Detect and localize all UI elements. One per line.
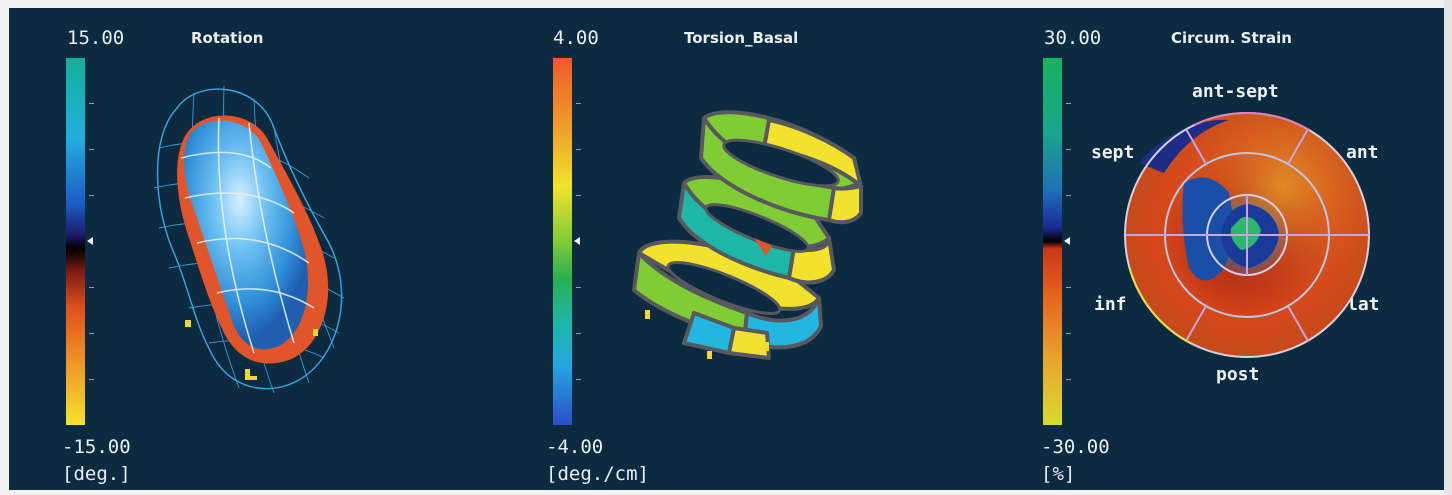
torsion-color-scale (553, 58, 572, 425)
torsion-title: Torsion_Basal (684, 29, 799, 47)
strain-scale-max: 30.00 (1044, 27, 1102, 49)
segment-label-ant-sept: ant-sept (1192, 81, 1279, 102)
segment-label-sept: sept (1091, 142, 1135, 163)
strain-color-scale (1043, 58, 1062, 425)
torsion-zero-marker (574, 237, 580, 245)
right-margin (1444, 0, 1452, 495)
strain-scale-min: -30.00 (1041, 436, 1110, 458)
segment-label-ant: ant (1346, 142, 1379, 163)
segment-label-lat: lat (1347, 294, 1380, 315)
torsion-3d-rings (632, 110, 863, 360)
rotation-scale-ticks (89, 58, 95, 425)
strain-zero-marker (1064, 237, 1070, 245)
rotation-scale-min: -15.00 (62, 436, 131, 458)
rotation-scale-max: 15.00 (67, 27, 125, 49)
segment-label-post: post (1216, 364, 1260, 385)
strain-title: Circum. Strain (1171, 29, 1292, 47)
viewer-frame: 15.00 Rotation -15.00 [deg.] (9, 8, 1444, 490)
bullseye-plot (1124, 112, 1370, 358)
torsion-unit: [deg./cm] (546, 463, 649, 485)
torsion-scale-max: 4.00 (553, 27, 599, 49)
rotation-3d-model (153, 85, 345, 394)
strain-scale-ticks (1066, 58, 1072, 425)
rotation-title: Rotation (191, 29, 264, 47)
rotation-unit: [deg.] (62, 463, 131, 485)
torsion-scale-min: -4.00 (546, 436, 604, 458)
strain-panel: 30.00 Circum. Strain -30.00 [%] ant-sept… (979, 8, 1444, 490)
rotation-panel: 15.00 Rotation -15.00 [deg.] (9, 8, 489, 490)
segment-label-inf: inf (1094, 294, 1127, 315)
rotation-color-scale (66, 58, 85, 425)
rotation-zero-marker (87, 237, 93, 245)
torsion-panel: 4.00 Torsion_Basal -4.00 [deg./cm] (489, 8, 979, 490)
strain-unit: [%] (1041, 463, 1076, 485)
torsion-scale-ticks (576, 58, 582, 425)
